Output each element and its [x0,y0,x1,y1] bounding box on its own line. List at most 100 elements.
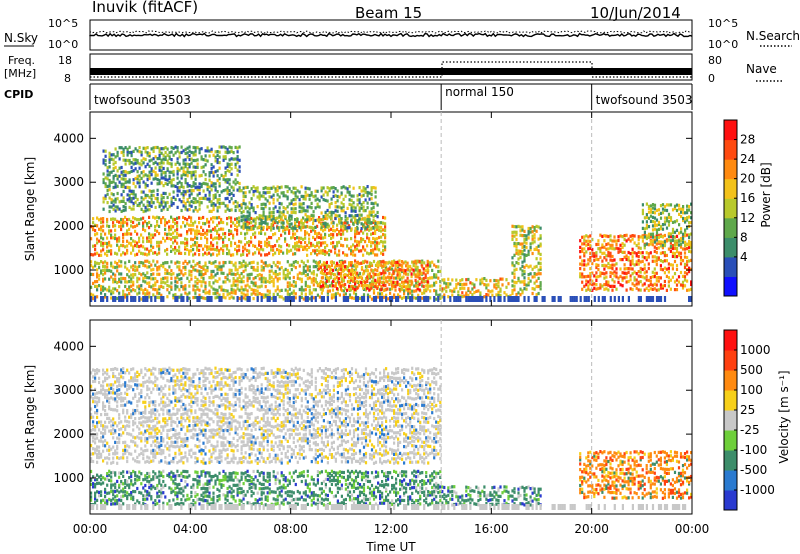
echo-cell [621,235,624,239]
echo-cell [338,232,341,236]
echo-cell [607,266,610,270]
echo-cell [222,240,225,244]
echo-cell [218,237,221,241]
echo-cell [426,287,429,291]
echo-cell [156,288,159,292]
echo-cell [331,268,335,272]
echo-cell [329,272,333,276]
echo-cell [643,246,646,250]
echo-cell [226,273,229,277]
echo-cell [296,260,299,265]
echo-cell [358,192,361,197]
echo-cell [294,227,297,231]
echo-cell [607,254,610,258]
echo-cell [222,251,225,255]
echo-cell [629,234,632,238]
echo-cell [298,296,301,302]
echo-cell [315,261,318,265]
echo-cell [376,221,379,225]
echo-cell [527,281,530,285]
echo-cell [521,289,524,293]
echo-cell [114,449,117,453]
echo-cell [120,384,123,388]
echo-cell [182,287,185,291]
echo-cell [146,265,149,269]
echo-cell [635,262,638,266]
echo-cell [118,456,121,460]
echo-cell [192,153,195,157]
echo-cell [645,286,648,290]
echo-cell [619,258,622,262]
echo-cell [106,245,109,249]
echo-cell [337,277,341,281]
echo-cell [240,285,243,289]
echo-cell [322,263,325,267]
echo-cell [110,461,113,465]
echo-cell [172,225,175,229]
echo-cell [340,217,343,221]
echo-cell [651,239,655,243]
echo-cell [190,216,193,220]
echo-cell [110,205,113,209]
nave-label: Nave [746,62,777,76]
echo-cell [102,288,105,292]
echo-cell [409,296,412,302]
echo-cell [322,296,325,302]
echo-cell [186,167,189,171]
echo-cell [292,228,295,232]
echo-cell [124,293,127,297]
echo-cell [208,247,211,251]
echo-cell [112,199,115,203]
echo-cell [292,260,295,264]
echo-cell [140,261,143,265]
echo-cell [493,283,496,287]
echo-cell [120,371,123,375]
echo-cell [515,296,518,302]
echo-cell [310,213,313,217]
echo-cell [531,241,534,245]
echo-cell [651,287,654,291]
echo-cell [661,240,665,244]
echo-cell [158,272,161,276]
echo-cell [128,217,131,222]
echo-cell [118,416,121,420]
echo-cell [176,276,179,280]
echo-cell [206,240,209,245]
echo-cell [244,264,247,268]
echo-cell [132,440,135,444]
echo-cell [194,243,197,247]
echo-cell [130,284,133,288]
echo-cell [673,206,677,211]
echo-cell [210,203,213,207]
echo-cell [238,296,241,301]
echo-cell [254,292,257,296]
echo-cell [308,233,311,237]
echo-cell [360,283,364,288]
echo-cell [495,293,498,297]
echo-cell [314,251,317,255]
echo-cell [136,174,139,178]
echo-cell [629,267,632,271]
echo-cell [350,272,353,276]
echo-cell [244,202,247,206]
echo-cell [130,150,133,154]
echo-cell [491,293,494,297]
echo-cell [649,208,653,212]
echo-cell [364,209,367,213]
echo-cell [358,231,361,235]
echo-cell [690,267,692,271]
echo-cell [370,189,373,193]
echo-cell [671,230,675,235]
echo-cell [130,280,133,284]
echo-cell [198,279,201,283]
echo-cell [108,407,111,411]
echo-cell [517,261,520,266]
echo-cell [599,286,602,290]
echo-cell [178,198,181,202]
echo-cell [531,267,534,271]
echo-cell [631,287,634,292]
echo-cell [234,279,237,283]
echo-cell [306,217,309,221]
echo-cell [352,249,355,253]
